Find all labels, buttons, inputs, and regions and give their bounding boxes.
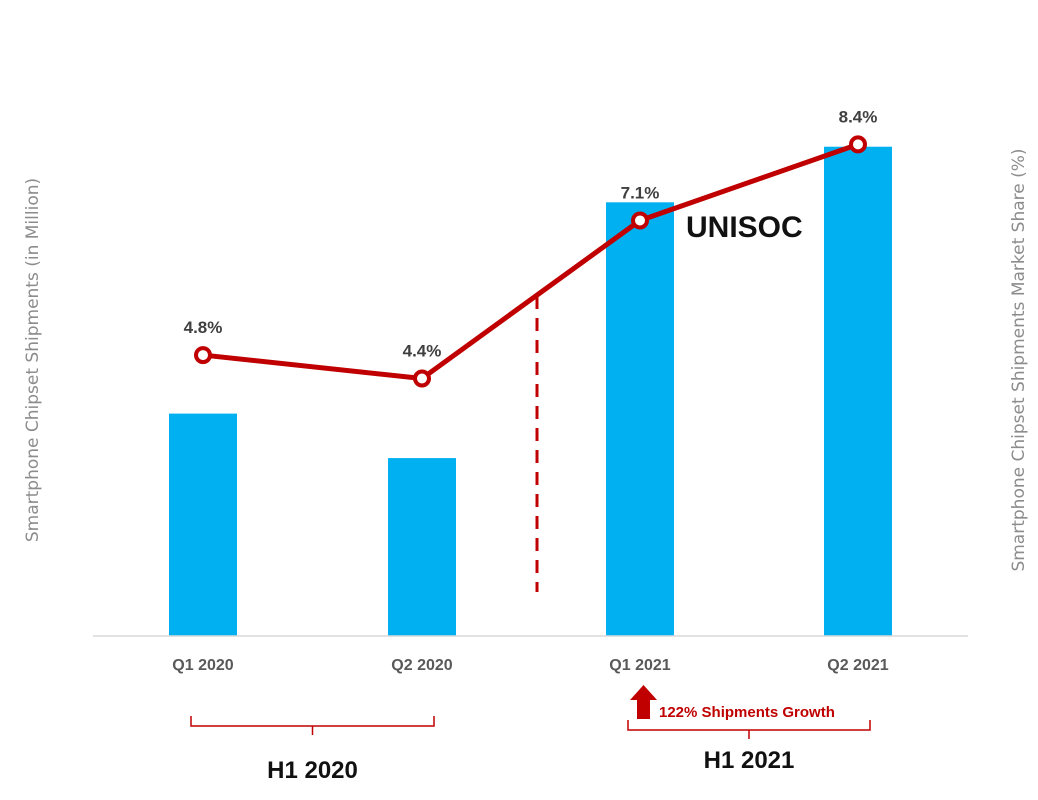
brand-label: UNISOC bbox=[686, 211, 803, 244]
y2-axis-title: Smartphone Chipset Shipments Market Shar… bbox=[1009, 148, 1029, 571]
share-data-label: 7.1% bbox=[621, 183, 660, 202]
growth-annotation: 122% Shipments Growth bbox=[659, 704, 835, 721]
y-axis-title: Smartphone Chipset Shipments (in Million… bbox=[23, 178, 43, 542]
share-data-labels: 4.8% 4.4% 7.1% 8.4% bbox=[184, 107, 878, 360]
share-point-1 bbox=[413, 369, 431, 388]
half-year-groups: H1 2020 H1 2021 bbox=[190, 716, 871, 784]
share-data-label: 8.4% bbox=[839, 107, 878, 126]
bar-1 bbox=[388, 458, 456, 636]
share-point-2 bbox=[631, 211, 649, 230]
growth-arrow-icon bbox=[630, 685, 657, 719]
x-tick-label: Q1 2021 bbox=[609, 657, 670, 674]
group-label: H1 2021 bbox=[704, 747, 795, 774]
bar-series bbox=[169, 146, 892, 636]
group-label: H1 2020 bbox=[267, 757, 358, 784]
x-tick-label: Q2 2020 bbox=[391, 657, 452, 674]
x-tick-label: Q1 2020 bbox=[172, 657, 233, 674]
share-data-label: 4.8% bbox=[184, 318, 223, 337]
x-tick-label: Q2 2021 bbox=[827, 657, 888, 674]
bar-2 bbox=[606, 202, 674, 636]
bar-3 bbox=[824, 146, 892, 636]
share-line bbox=[202, 142, 859, 381]
share-point-3 bbox=[849, 135, 867, 154]
share-point-0 bbox=[194, 346, 212, 365]
bar-0 bbox=[169, 413, 237, 636]
group-bracket bbox=[190, 716, 435, 735]
group-bracket bbox=[627, 720, 871, 739]
x-tick-labels: Q1 2020 Q2 2020 Q1 2021 Q2 2021 bbox=[172, 657, 888, 674]
share-line-series bbox=[194, 135, 867, 388]
share-data-label: 4.4% bbox=[403, 341, 442, 360]
